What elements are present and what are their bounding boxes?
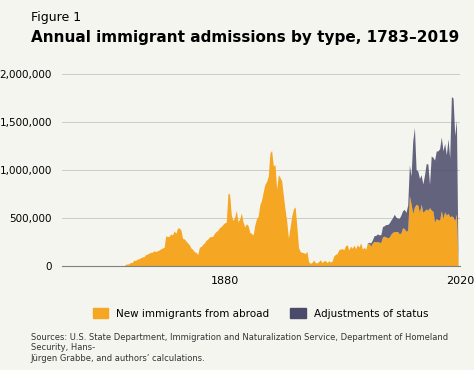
Text: Sources: U.S. State Department, Immigration and Naturalization Service, Departme: Sources: U.S. State Department, Immigrat… (31, 333, 448, 363)
Text: Figure 1: Figure 1 (31, 11, 81, 24)
Legend: New immigrants from abroad, Adjustments of status: New immigrants from abroad, Adjustments … (88, 304, 433, 323)
Text: Annual immigrant admissions by type, 1783–2019: Annual immigrant admissions by type, 178… (31, 30, 459, 45)
